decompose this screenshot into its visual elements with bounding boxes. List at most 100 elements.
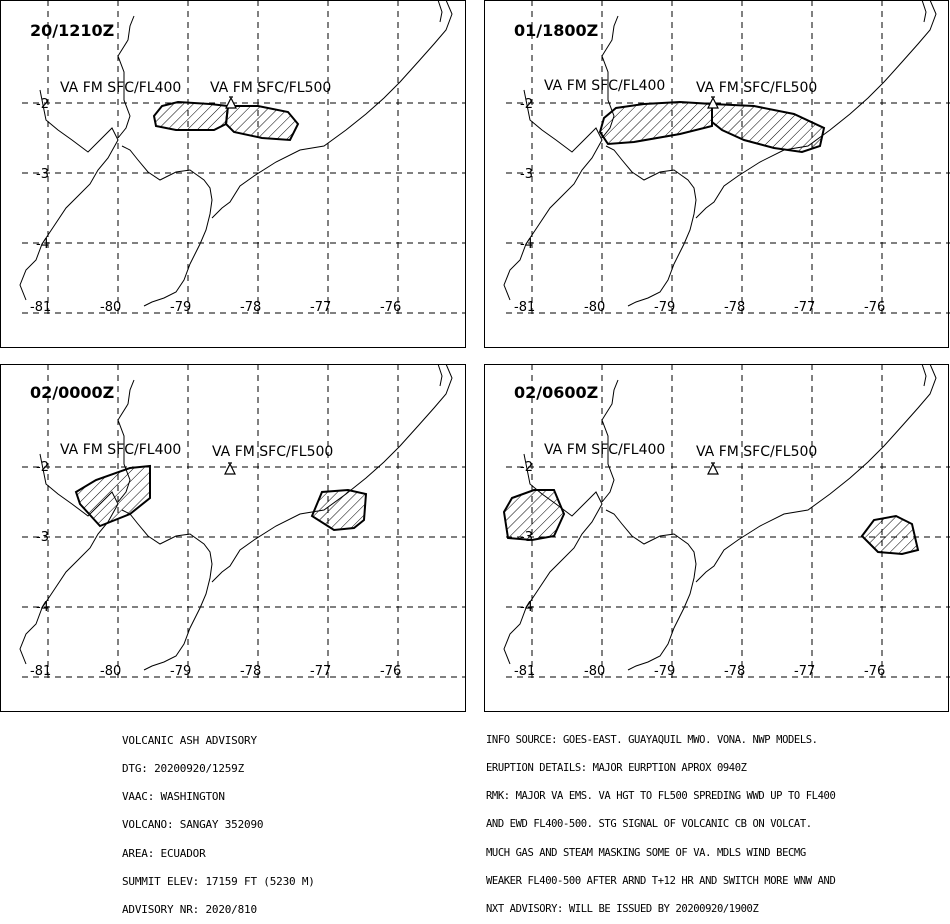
coastline — [503, 0, 937, 307]
advisory-right-line: ERUPTION DETAILS: MAJOR EURPTION APROX 0… — [486, 762, 747, 775]
map-panel-4: 02/0600Z VA FM SFC/FL400 VA FM SFC/FL500… — [484, 364, 950, 712]
time-label: 02/0000Z — [30, 383, 114, 402]
ash-cloud-fl500 — [224, 105, 300, 142]
lon-tick: -78 — [724, 664, 745, 679]
time-label: 02/0600Z — [514, 383, 598, 402]
lon-tick: -81 — [30, 664, 51, 679]
map-panel-1: 20/1210Z VA FM SFC/FL400 VA FM SFC/FL500… — [0, 0, 466, 348]
ash-cloud-fl500 — [860, 514, 920, 556]
lon-tick: -76 — [380, 664, 401, 679]
lon-tick: -80 — [100, 664, 121, 679]
lat-ticks: -2 -3 -4 — [36, 460, 49, 615]
lat-tick: -2 — [36, 460, 49, 475]
lat-tick: -4 — [36, 237, 49, 252]
label-fl500: VA FM SFC/FL500 — [210, 80, 331, 96]
advisory-right-line: WEAKER FL400-500 AFTER ARND T+12 HR AND … — [486, 874, 836, 887]
label-fl400: VA FM SFC/FL400 — [544, 78, 665, 94]
label-fl400: VA FM SFC/FL400 — [60, 80, 181, 96]
advisory-right-line: NXT ADVISORY: WILL BE ISSUED BY 20200920… — [486, 903, 759, 916]
advisory-right: INFO SOURCE: GOES-EAST. GUAYAQUIL MWO. V… — [486, 717, 836, 924]
panel-frame — [0, 0, 466, 348]
lon-ticks: -81 -80 -79 -78 -77 -76 — [30, 664, 401, 679]
advisory-right-line: MUCH GAS AND STEAM MASKING SOME OF VA. M… — [486, 846, 806, 859]
lon-tick: -80 — [584, 664, 605, 679]
map-panel-2: 01/1800Z VA FM SFC/FL400 VA FM SFC/FL500… — [484, 0, 950, 348]
lon-tick: -80 — [100, 300, 121, 315]
lon-tick: -79 — [654, 664, 675, 679]
lat-tick: -2 — [520, 97, 533, 112]
lon-ticks: -81 -80 -79 -78 -77 -76 — [514, 664, 885, 679]
lat-tick: -2 — [36, 97, 49, 112]
label-fl500: VA FM SFC/FL500 — [696, 80, 817, 96]
graticule — [22, 0, 466, 315]
lon-tick: -80 — [584, 300, 605, 315]
lat-tick: -3 — [520, 530, 533, 545]
lon-tick: -78 — [240, 300, 261, 315]
lon-ticks: -81 -80 -79 -78 -77 -76 — [514, 300, 885, 315]
advisory-left-line: ADVISORY NR: 2020/810 — [122, 903, 257, 917]
volcano-icon — [707, 462, 719, 475]
map-panel-3-svg: 02/0000Z VA FM SFC/FL400 VA FM SFC/FL500… — [0, 364, 466, 712]
advisory-left-line: VOLCANO: SANGAY 352090 — [122, 818, 264, 832]
coastline — [19, 0, 453, 307]
map-panel-4-svg: 02/0600Z VA FM SFC/FL400 VA FM SFC/FL500… — [484, 364, 950, 712]
lon-ticks: -81 -80 -79 -78 -77 -76 — [30, 300, 401, 315]
lon-tick: -81 — [514, 664, 535, 679]
lat-tick: -3 — [36, 167, 49, 182]
lat-ticks: -2 -3 -4 — [520, 460, 533, 615]
time-label: 20/1210Z — [30, 21, 114, 40]
lon-tick: -77 — [794, 300, 815, 315]
lon-tick: -77 — [794, 664, 815, 679]
lon-tick: -76 — [864, 664, 885, 679]
label-fl500: VA FM SFC/FL500 — [212, 444, 333, 460]
map-panel-3: 02/0000Z VA FM SFC/FL400 VA FM SFC/FL500… — [0, 364, 466, 712]
label-fl400: VA FM SFC/FL400 — [60, 442, 181, 458]
volcano-icon — [224, 462, 236, 475]
advisory-right-line: INFO SOURCE: GOES-EAST. GUAYAQUIL MWO. V… — [486, 733, 818, 746]
lat-tick: -4 — [520, 600, 533, 615]
lat-tick: -4 — [520, 237, 533, 252]
lat-tick: -3 — [36, 530, 49, 545]
label-fl400: VA FM SFC/FL400 — [544, 442, 665, 458]
lon-tick: -76 — [864, 300, 885, 315]
coastline — [503, 364, 937, 671]
lat-tick: -3 — [520, 167, 533, 182]
advisory-left-line: SUMMIT ELEV: 17159 FT (5230 M) — [122, 874, 315, 888]
lat-tick: -2 — [520, 460, 533, 475]
ash-cloud-fl500 — [310, 488, 368, 532]
advisory-left-line: DTG: 20200920/1259Z — [122, 762, 245, 776]
lon-tick: -79 — [170, 300, 191, 315]
ash-cloud-fl500 — [711, 102, 826, 154]
lat-ticks: -2 -3 -4 — [520, 97, 533, 252]
advisory-left-line: VAAC: WASHINGTON — [122, 790, 225, 804]
ash-cloud-fl400 — [598, 100, 713, 146]
advisory-left-line: VOLCANIC ASH ADVISORY — [122, 733, 257, 747]
lon-tick: -79 — [170, 664, 191, 679]
label-fl500: VA FM SFC/FL500 — [696, 444, 817, 460]
ash-cloud-fl400 — [74, 464, 151, 528]
lon-tick: -81 — [514, 300, 535, 315]
lon-tick: -79 — [654, 300, 675, 315]
coastline — [19, 364, 453, 671]
panel-frame — [0, 364, 466, 712]
lon-tick: -81 — [30, 300, 51, 315]
lon-tick: -76 — [380, 300, 401, 315]
lon-tick: -78 — [724, 300, 745, 315]
advisory-left: VOLCANIC ASH ADVISORY DTG: 20200920/1259… — [122, 717, 315, 924]
map-panel-2-svg: 01/1800Z VA FM SFC/FL400 VA FM SFC/FL500… — [484, 0, 950, 348]
advisory-right-line: AND EWD FL400-500. STG SIGNAL OF VOLCANI… — [486, 818, 812, 831]
lat-tick: -4 — [36, 600, 49, 615]
volcano-icon — [225, 96, 237, 109]
map-panel-1-svg: 20/1210Z VA FM SFC/FL400 VA FM SFC/FL500… — [0, 0, 466, 348]
volcano-icon — [707, 96, 719, 109]
advisory-right-line: RMK: MAJOR VA EMS. VA HGT TO FL500 SPRED… — [486, 790, 836, 803]
ash-cloud-fl400 — [502, 489, 566, 542]
lon-tick: -78 — [240, 664, 261, 679]
lon-tick: -77 — [310, 664, 331, 679]
ash-cloud-fl400 — [152, 100, 230, 131]
lon-tick: -77 — [310, 300, 331, 315]
panel-frame — [484, 0, 949, 348]
lat-ticks: -2 -3 -4 — [36, 97, 49, 252]
graticule — [506, 0, 950, 315]
time-label: 01/1800Z — [514, 21, 598, 40]
